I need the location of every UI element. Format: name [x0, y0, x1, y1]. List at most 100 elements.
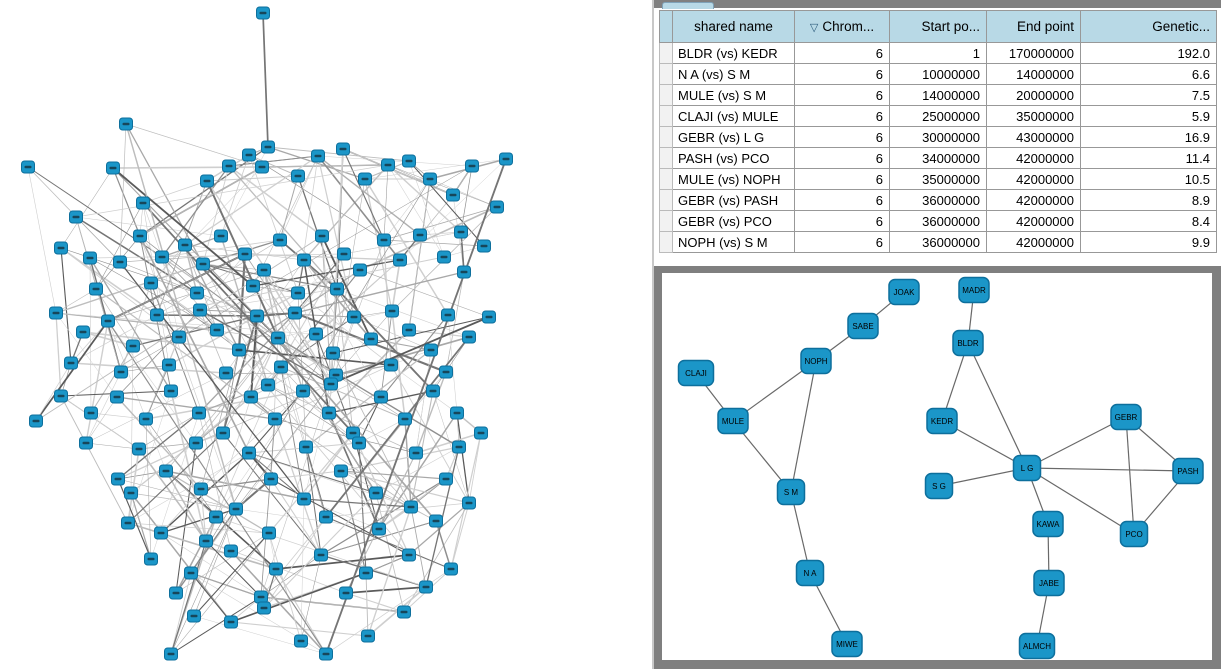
network-node-sm[interactable]: S M — [776, 478, 806, 506]
network-node[interactable] — [178, 238, 192, 252]
network-node[interactable] — [64, 356, 78, 370]
network-node[interactable] — [319, 647, 333, 661]
network-node[interactable] — [402, 323, 416, 337]
network-edge-sm-na[interactable] — [790, 491, 811, 574]
network-node[interactable] — [297, 253, 311, 267]
network-node[interactable] — [314, 548, 328, 562]
column-header-genetic[interactable]: Genetic... — [1080, 10, 1217, 43]
network-node[interactable] — [29, 414, 43, 428]
network-node[interactable] — [154, 526, 168, 540]
cell-value[interactable]: 30000000 — [889, 126, 987, 148]
network-node[interactable] — [423, 172, 437, 186]
network-node[interactable] — [54, 241, 68, 255]
network-node[interactable] — [69, 210, 83, 224]
cell-value[interactable]: 10.5 — [1080, 168, 1217, 190]
network-node[interactable] — [121, 516, 135, 530]
cell-value[interactable]: 6 — [794, 63, 890, 85]
cell-value[interactable]: 6.6 — [1080, 63, 1217, 85]
cell-value[interactable]: 6 — [794, 189, 890, 211]
network-node[interactable] — [429, 514, 443, 528]
network-node[interactable] — [337, 247, 351, 261]
cell-value[interactable]: 34000000 — [889, 147, 987, 169]
network-edge-gebr-pco[interactable] — [1125, 416, 1135, 535]
network-node[interactable] — [291, 286, 305, 300]
network-node[interactable] — [384, 358, 398, 372]
network-node[interactable] — [326, 346, 340, 360]
network-node[interactable] — [222, 159, 236, 173]
network-node[interactable] — [250, 309, 264, 323]
network-node[interactable] — [229, 502, 243, 516]
network-edge-lg-gebr[interactable] — [1026, 416, 1127, 469]
network-node[interactable] — [457, 265, 471, 279]
network-node[interactable] — [49, 306, 63, 320]
network-node-jabe[interactable]: JABE — [1033, 569, 1065, 597]
cell-value[interactable]: 6 — [794, 126, 890, 148]
cell-value[interactable]: 36000000 — [889, 231, 987, 253]
cell-shared-name[interactable]: BLDR (vs) KEDR — [672, 42, 795, 64]
table-row[interactable]: N A (vs) S M 6 10000000 14000000 6.6 — [659, 63, 1217, 85]
network-node[interactable] — [244, 390, 258, 404]
network-node[interactable] — [172, 330, 186, 344]
overview-network-canvas[interactable] — [0, 0, 652, 669]
network-node[interactable] — [288, 306, 302, 320]
network-node[interactable] — [193, 303, 207, 317]
network-node[interactable] — [144, 552, 158, 566]
cell-value[interactable]: 9.9 — [1080, 231, 1217, 253]
network-node[interactable] — [393, 253, 407, 267]
cell-value[interactable]: 6 — [794, 105, 890, 127]
detail-network-canvas[interactable]: JOAK MADR SABE BLDR NOPH CLAJI MULE KEDR GEBR L G… — [662, 273, 1212, 660]
cell-shared-name[interactable]: GEBR (vs) L G — [672, 126, 795, 148]
network-node[interactable] — [315, 229, 329, 243]
network-node[interactable] — [419, 580, 433, 594]
network-edge-lg-pash[interactable] — [1026, 467, 1189, 472]
network-node-bldr[interactable]: BLDR — [952, 329, 984, 357]
network-edge-sg-lg[interactable] — [938, 467, 1028, 487]
network-node[interactable] — [446, 188, 460, 202]
cell-value[interactable]: 6 — [794, 168, 890, 190]
network-node[interactable] — [398, 412, 412, 426]
network-node[interactable] — [196, 257, 210, 271]
cell-value[interactable]: 5.9 — [1080, 105, 1217, 127]
network-node[interactable] — [189, 436, 203, 450]
network-node[interactable] — [155, 250, 169, 264]
cell-shared-name[interactable]: MULE (vs) S M — [672, 84, 795, 106]
network-node[interactable] — [159, 464, 173, 478]
network-node[interactable] — [268, 412, 282, 426]
network-node[interactable] — [361, 629, 375, 643]
network-node[interactable] — [254, 590, 268, 604]
network-node[interactable] — [139, 412, 153, 426]
cell-shared-name[interactable]: GEBR (vs) PCO — [672, 210, 795, 232]
network-node-pash[interactable]: PASH — [1172, 457, 1204, 485]
network-node[interactable] — [385, 304, 399, 318]
network-node[interactable] — [101, 314, 115, 328]
network-node[interactable] — [397, 605, 411, 619]
network-node[interactable] — [441, 308, 455, 322]
cell-value[interactable]: 42000000 — [986, 189, 1081, 211]
network-node[interactable] — [192, 406, 206, 420]
network-node[interactable] — [257, 263, 271, 277]
network-node[interactable] — [413, 228, 427, 242]
network-node[interactable] — [54, 389, 68, 403]
cell-value[interactable]: 6 — [794, 84, 890, 106]
network-edge-noph-sm[interactable] — [790, 360, 817, 493]
network-node[interactable] — [465, 159, 479, 173]
network-node[interactable] — [402, 548, 416, 562]
network-node[interactable] — [409, 446, 423, 460]
network-node[interactable] — [224, 615, 238, 629]
network-node[interactable] — [89, 282, 103, 296]
cell-value[interactable]: 42000000 — [986, 231, 1081, 253]
network-node[interactable] — [369, 486, 383, 500]
network-node[interactable] — [296, 384, 310, 398]
cell-value[interactable]: 35000000 — [986, 105, 1081, 127]
network-node[interactable] — [319, 510, 333, 524]
network-node[interactable] — [106, 161, 120, 175]
network-node[interactable] — [113, 255, 127, 269]
network-node[interactable] — [322, 406, 336, 420]
network-node[interactable] — [358, 172, 372, 186]
cell-value[interactable]: 6 — [794, 42, 890, 64]
cell-value[interactable]: 42000000 — [986, 168, 1081, 190]
network-node[interactable] — [274, 360, 288, 374]
cell-value[interactable]: 20000000 — [986, 84, 1081, 106]
network-node[interactable] — [353, 263, 367, 277]
network-node[interactable] — [184, 566, 198, 580]
